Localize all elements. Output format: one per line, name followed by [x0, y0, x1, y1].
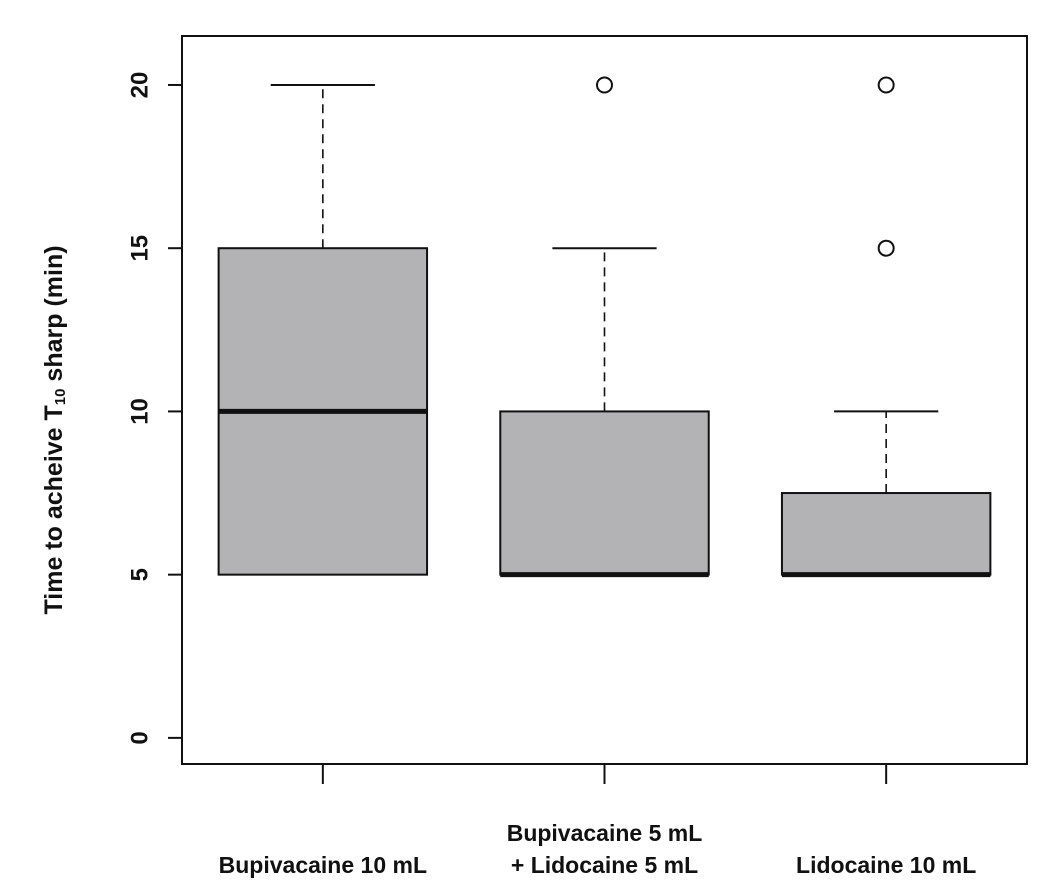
y-tick-label: 0 [127, 731, 154, 744]
box-group [499, 76, 710, 578]
x-category-label: Bupivacaine 5 mL [507, 820, 703, 846]
outlier-point [877, 76, 895, 94]
x-category-label: + Lidocaine 5 mL [511, 852, 698, 878]
x-category-label: Bupivacaine 10 mL [219, 852, 427, 878]
y-axis-label-suffix: sharp (min) [40, 245, 68, 388]
y-tick-label: 10 [127, 398, 154, 425]
y-axis-label-prefix: Time to acheive T [40, 405, 68, 614]
outlier-point [596, 76, 613, 94]
y-tick-label: 20 [127, 72, 154, 99]
outlier-point [877, 239, 895, 257]
plot-frame [181, 35, 1028, 765]
boxes [217, 76, 992, 578]
x-axis: Bupivacaine 10 mL Bupivacaine 5 mL + Lidoc… [219, 764, 976, 878]
box-iqr [780, 492, 992, 576]
y-axis: 0 5 10 15 20 [127, 72, 182, 745]
box-group [780, 76, 992, 578]
box-iqr [499, 410, 710, 576]
y-axis-label: Time to acheive T10 sharp (min) [40, 245, 69, 614]
y-tick-label: 5 [127, 568, 154, 581]
y-axis-label-subscript: 10 [52, 389, 69, 406]
x-category-label: Lidocaine 10 mL [796, 852, 976, 878]
y-tick-label: 15 [127, 235, 154, 262]
box-group [217, 83, 429, 576]
